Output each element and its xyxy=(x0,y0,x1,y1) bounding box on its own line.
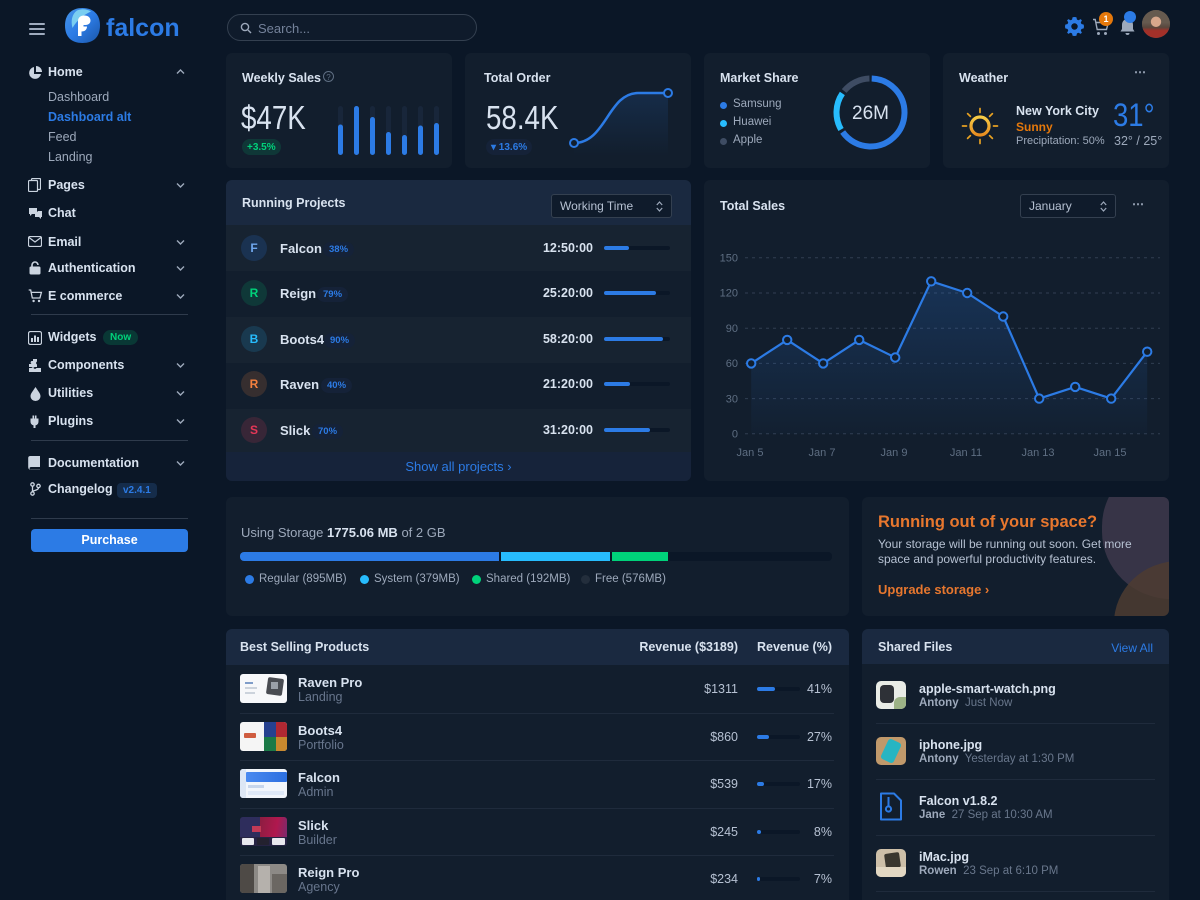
svg-text:60: 60 xyxy=(726,358,738,370)
svg-text:Jan 5: Jan 5 xyxy=(737,447,764,459)
svg-text:120: 120 xyxy=(720,288,738,300)
svg-text:Jan 13: Jan 13 xyxy=(1021,447,1054,459)
svg-text:26M: 26M xyxy=(852,103,889,124)
svg-text:90: 90 xyxy=(726,323,738,335)
svg-text:Jan 9: Jan 9 xyxy=(881,447,908,459)
svg-text:Jan 15: Jan 15 xyxy=(1093,447,1126,459)
svg-text:Jan 7: Jan 7 xyxy=(809,447,836,459)
svg-text:150: 150 xyxy=(720,253,738,265)
svg-text:0: 0 xyxy=(732,429,738,441)
svg-text:Jan 11: Jan 11 xyxy=(950,447,982,459)
svg-text:30: 30 xyxy=(726,393,738,405)
